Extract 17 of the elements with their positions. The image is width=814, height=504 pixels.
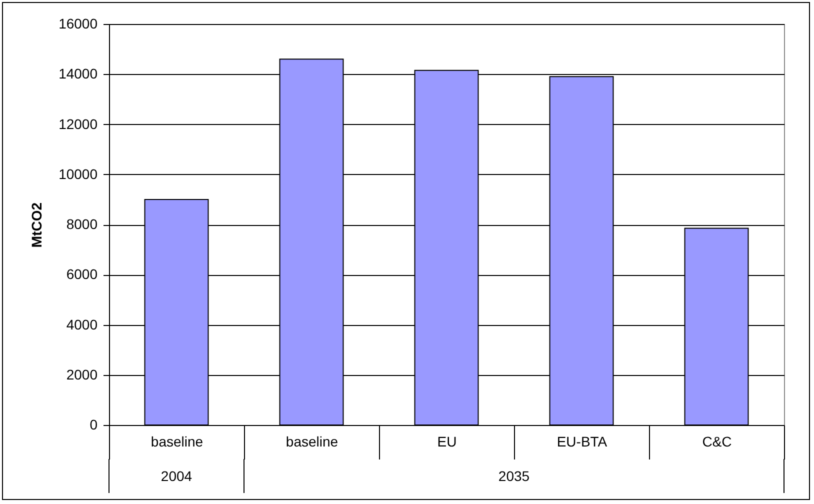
y-tick-label: 2000 [66,366,98,382]
text: 2035 [498,468,530,484]
x-tick-label: baseline [286,434,338,450]
y-tick-label: 14000 [58,66,98,82]
y-tick-label: 10000 [58,166,98,182]
x-tick-label: baseline [150,434,204,450]
text: 2004 [160,468,192,484]
y-tick-label: 16000 [58,16,98,32]
x-tick-label: EU [437,434,457,450]
y-axis-title: MtCO2 [28,202,45,248]
x-tick-label: C&C [702,434,732,450]
y-tick-label: 0 [90,416,98,432]
y-tick-label: 6000 [66,266,98,282]
x-tick-label: EU-BTA [556,434,608,450]
y-tick-label: 8000 [66,216,98,232]
y-tick-label: 4000 [66,316,98,332]
y-tick-label: 12000 [58,116,98,132]
